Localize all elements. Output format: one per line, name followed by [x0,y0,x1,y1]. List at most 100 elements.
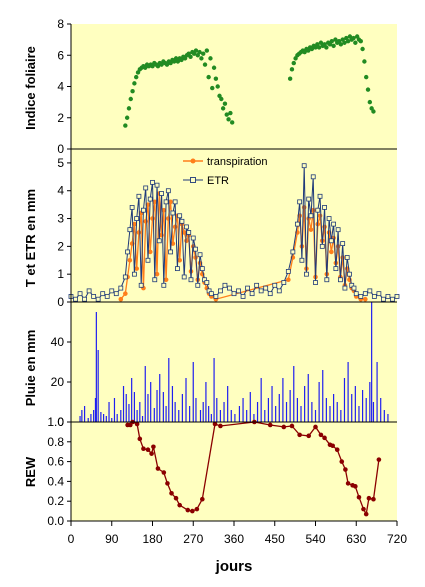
transp-etr-point [161,207,167,213]
transp-etr-point [177,213,183,219]
transp-etr-point [159,191,164,196]
transp-etr-point [362,291,368,297]
transp-etr-point [301,163,307,169]
x-tick-label: 630 [346,532,366,546]
lai-point [331,43,336,49]
transp-etr-point [145,202,151,207]
rew-ytick-label: 0.8 [47,435,64,449]
rew-point [155,466,161,471]
transp-etr-point [290,249,296,255]
rew-point [161,470,167,475]
transp-etr-point [222,282,228,288]
rew-ytick-label: 0.6 [47,455,64,469]
transp-etr-point [363,296,368,302]
rew-point [353,484,358,489]
transp-etr-ytick-label: 2 [57,239,64,253]
lai-ytick-label: 6 [57,48,64,62]
transp-etr-point [193,255,198,260]
transp-etr-point [213,294,219,299]
lai-point [371,109,376,114]
rew-point [194,506,200,512]
transp-etr-point [150,179,155,185]
transp-etr-point [138,282,144,288]
transp-etr-ytick-label: 5 [57,156,64,170]
legend-transpiration-label: transpiration [207,156,268,168]
transp-etr-point [163,199,169,205]
rew-point [169,490,174,496]
lai-point [220,106,226,111]
rew-point [267,422,273,428]
transp-etr-point [188,277,194,283]
transp-etr-point [134,216,140,221]
transp-etr-point [358,294,364,299]
transp-etr-point [172,199,178,205]
lai-point [206,74,211,80]
rew-ytick-label: 0.0 [47,514,64,528]
transp-etr-point [281,280,287,285]
rew-point [190,508,195,514]
transp-etr-point [335,227,341,233]
lai-point [342,40,347,45]
transp-etr-point [286,277,291,283]
legend-transpiration-marker [190,158,196,164]
lai-point [364,74,369,80]
rew-ytick-label: 0.2 [47,494,64,508]
transp-etr-point [272,282,278,288]
rew-point [177,502,182,508]
transp-etr-point [150,216,155,221]
transp-etr-point [129,205,135,210]
transp-etr-point [333,266,339,272]
transp-etr-point [163,277,169,283]
transp-etr-point [152,277,158,283]
transp-etr-point [310,174,316,180]
transp-etr-point [168,249,174,255]
pluie-ytick-label: 0 [57,415,64,429]
transp-etr-point [186,230,192,235]
transp-etr-point [131,271,137,277]
rew-point [343,467,348,472]
transp-etr-point [154,271,160,277]
lai-point [345,38,351,44]
lai-ytick-label: 2 [57,111,64,125]
transp-etr-point [147,249,153,255]
rew-point [200,496,205,502]
lai-point [197,49,202,55]
lai-ytick-label: 4 [57,80,64,94]
transp-etr-point [141,207,146,213]
rew-point [318,432,324,438]
transp-etr-point [308,213,314,219]
x-tick-label: 180 [142,532,162,546]
lai-point [316,45,322,50]
lai-point [188,54,193,60]
lai-point [201,51,206,56]
lai-point [126,106,132,111]
lai-point [224,112,229,117]
transp-etr-point [329,249,334,255]
transp-etr-point [118,285,124,291]
lai-point [329,38,334,44]
rew-point [322,435,327,441]
transp-etr-point [123,291,128,296]
transp-etr-point [95,296,101,302]
transp-etr-point [127,257,133,263]
transp-etr-point [338,277,343,283]
lai-point [222,101,228,106]
transp-etr-point [199,266,205,272]
lai-point [291,60,296,66]
transp-etr-point [86,288,92,294]
transp-etr-point [299,257,305,263]
transp-etr-point [136,230,142,235]
lai-point [367,99,373,105]
lai-point [193,48,199,53]
transp-etr-point [195,282,201,288]
rew-point [363,511,369,517]
transp-etr-point [308,227,314,232]
rew-point [371,496,376,502]
transp-etr-point [170,241,176,246]
transp-etr-point [118,296,124,302]
rew-point [185,507,191,513]
transp-etr-point [328,238,334,244]
transp-etr-point [340,255,345,260]
transp-etr-point [376,291,382,297]
transp-etr-point [204,280,210,285]
